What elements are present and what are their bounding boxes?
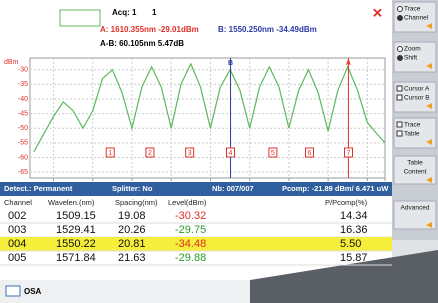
table-cell: 21.63	[118, 252, 146, 264]
table-cell: 1509.15	[56, 210, 96, 222]
y-tick-label: -30	[18, 67, 28, 74]
panel-option[interactable]: Advanced	[401, 205, 430, 212]
osa-icon	[6, 286, 20, 296]
y-tick-label: -50	[18, 125, 28, 132]
radio[interactable]	[398, 7, 403, 12]
channel-marker-label: 5	[271, 150, 275, 157]
y-tick-label: -40	[18, 96, 28, 103]
column-header: Level(dBm)	[168, 198, 207, 207]
cursor-a-readout: A: 1610.355nm -29.01dBm	[100, 25, 199, 34]
table-cell: 1529.41	[56, 224, 96, 236]
channel-marker-label: 4	[229, 150, 233, 157]
acq-count: 1	[152, 8, 157, 17]
cursor-b-readout: B: 1550.250nm -34.49dBm	[218, 25, 317, 34]
table-cell: 004	[8, 238, 26, 250]
table-info: Detect.: Permanent	[4, 184, 73, 193]
table-cell: 005	[8, 252, 26, 264]
column-header: P/Pcomp(%)	[325, 198, 368, 207]
y-tick-label: -45	[18, 110, 28, 117]
table-cell: -29.88	[175, 252, 206, 264]
table-cell: 20.81	[118, 238, 146, 250]
table-cell: 003	[8, 224, 26, 236]
column-header: Spacing(nm)	[115, 198, 158, 207]
cursor-label: B	[228, 60, 233, 67]
close-button[interactable]: ✕	[372, 5, 383, 20]
channel-marker-label: 2	[148, 150, 152, 157]
panel-option[interactable]: Table	[404, 131, 420, 138]
y-axis-label: dBm	[4, 59, 19, 66]
table-cell: 1571.84	[56, 252, 96, 264]
panel-option[interactable]: Cursor A	[404, 86, 430, 93]
table-cell: -34.48	[175, 238, 206, 250]
table-info: Splitter: No	[112, 184, 153, 193]
panel-option[interactable]: Channel	[404, 15, 429, 22]
channel-marker-label: 3	[188, 150, 192, 157]
checkbox[interactable]	[397, 131, 402, 136]
column-header: Wavelen.(nm)	[48, 198, 95, 207]
panel-option[interactable]: Trace	[404, 122, 421, 129]
table-cell: -30.32	[175, 210, 206, 222]
checkbox[interactable]	[397, 86, 402, 91]
radio[interactable]	[398, 16, 403, 21]
table-cell: 5.50	[340, 238, 361, 250]
y-tick-label: -55	[18, 140, 28, 147]
table-cell: -29.75	[175, 224, 206, 236]
checkbox[interactable]	[397, 122, 402, 127]
table-cell: 1550.22	[56, 238, 96, 250]
table-cell: 14.34	[340, 210, 368, 222]
acq: Acq: 1	[112, 8, 137, 17]
y-tick-label: -35	[18, 81, 28, 88]
table-cell: 19.08	[118, 210, 146, 222]
channel-marker-label: 1	[108, 150, 112, 157]
panel-option[interactable]: Shift	[404, 55, 417, 62]
panel-option[interactable]: Cursor B	[404, 95, 430, 102]
radio[interactable]	[398, 47, 403, 52]
table-cell: 20.26	[118, 224, 146, 236]
y-tick-label: -60	[18, 154, 28, 161]
checkbox[interactable]	[397, 95, 402, 100]
table-cell: 15.87	[340, 252, 368, 264]
table-cell: 16.36	[340, 224, 368, 236]
cursor-label: A	[346, 60, 351, 67]
app-name[interactable]: OSA	[24, 287, 42, 296]
y-tick-label: -65	[18, 169, 28, 176]
channel-marker-label: 6	[308, 150, 312, 157]
panel-option[interactable]: Content	[404, 169, 427, 176]
panel-option[interactable]: Trace	[404, 6, 421, 13]
panel-option[interactable]: Zoom	[404, 46, 421, 53]
panel-option[interactable]: Table	[407, 160, 423, 167]
table-cell: 002	[8, 210, 26, 222]
screen: Acq: 1 1 A: 1610.355nm -29.01dBm B: 1550…	[0, 0, 438, 303]
channel-marker-label: 7	[347, 150, 351, 157]
column-header: Channel	[4, 198, 32, 207]
table-info: Pcomp: -21.89 dBm/ 6.471 uW	[282, 184, 389, 193]
delta-readout: A-B: 60.105nm 5.47dB	[100, 39, 184, 48]
radio[interactable]	[398, 56, 403, 61]
table-info: Nb: 007/007	[212, 184, 254, 193]
